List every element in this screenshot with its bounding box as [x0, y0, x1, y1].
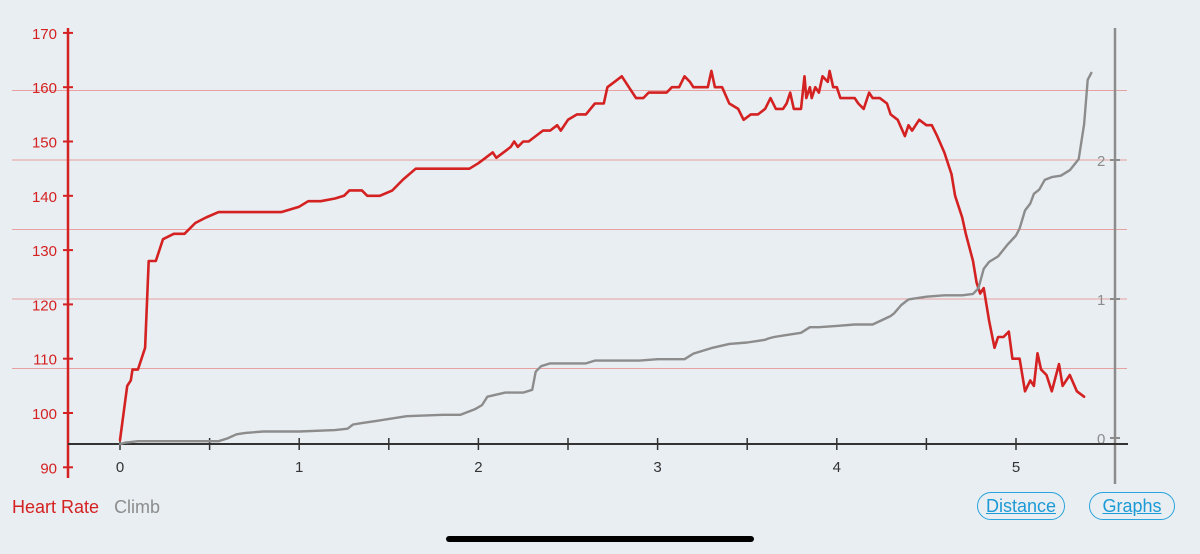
- left-axis-tick-label: 110: [33, 352, 57, 369]
- left-axis-tick-label: 90: [40, 460, 57, 477]
- x-axis-tick-label: 5: [1012, 459, 1020, 476]
- legend-climb[interactable]: Climb: [114, 497, 161, 517]
- right-axis-tick-label: 2: [1097, 153, 1105, 170]
- x-axis-tick-label: 3: [653, 459, 661, 476]
- legend: Heart Rate Climb: [12, 497, 170, 518]
- series-heart-rate-line: [118, 69, 1086, 442]
- left-axis-tick-label: 130: [32, 243, 57, 260]
- x-axis-tick-label: 1: [295, 459, 303, 476]
- series-climb-line: [118, 71, 1093, 446]
- right-axis-tick-label: 1: [1097, 292, 1105, 309]
- graphs-button[interactable]: Graphs: [1089, 492, 1175, 520]
- x-axis-tick-label: 0: [116, 459, 124, 476]
- left-axis-tick-label: 140: [32, 189, 57, 206]
- left-axis-tick-label: 160: [32, 80, 57, 97]
- legend-heart-rate[interactable]: Heart Rate: [12, 497, 100, 517]
- gridlines: [12, 90, 1127, 369]
- left-axis-tick-label: 150: [32, 135, 57, 152]
- x-axis-tick-label: 4: [833, 459, 841, 476]
- x-axis-tick-label: 2: [474, 459, 482, 476]
- distance-button[interactable]: Distance: [977, 492, 1065, 520]
- home-indicator: [446, 536, 754, 542]
- left-axis-tick-label: 120: [32, 297, 57, 314]
- left-axis-tick-label: 170: [32, 26, 57, 43]
- left-axis-tick-label: 100: [32, 406, 57, 423]
- right-axis-tick-label: 0: [1097, 431, 1105, 448]
- series-lines: [118, 69, 1093, 446]
